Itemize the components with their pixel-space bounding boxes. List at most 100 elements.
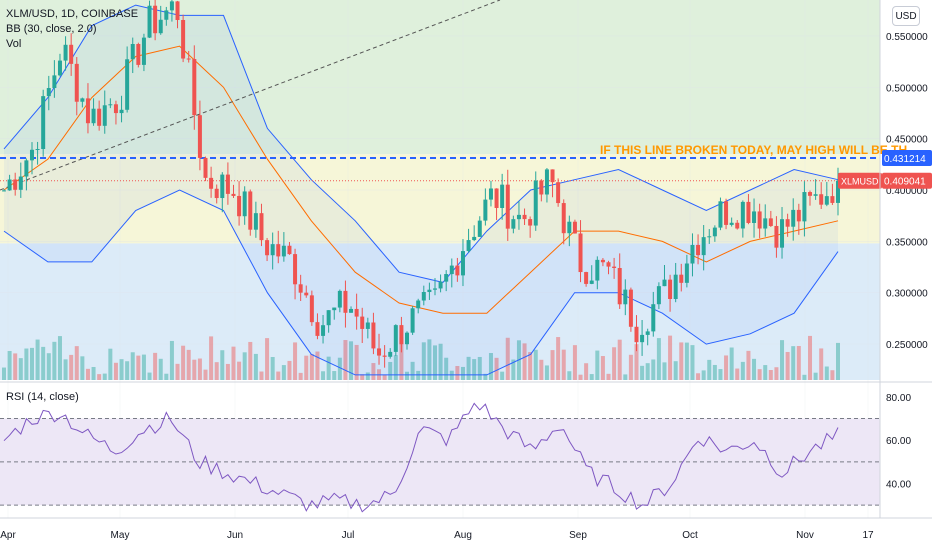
candle-body	[164, 10, 169, 20]
candle-body	[416, 300, 421, 309]
candle-body	[181, 19, 186, 59]
candle-body	[645, 331, 650, 335]
volume-bar	[315, 351, 320, 380]
candle-body	[606, 262, 611, 267]
volume-bar	[186, 349, 191, 380]
bb-indicator-label[interactable]: BB (30, close, 2.0)	[6, 23, 97, 35]
candles	[2, 0, 840, 368]
candle-body	[24, 160, 29, 177]
price-tick-label: 0.550000	[886, 32, 928, 43]
candle-body	[567, 221, 572, 234]
candle-body	[690, 244, 695, 264]
volume-bar	[662, 362, 667, 380]
candle-body	[231, 193, 236, 196]
level-label: 0.431214	[882, 149, 932, 166]
time-tick-label: Apr	[0, 530, 16, 541]
volume-bar	[141, 354, 146, 380]
candle-body	[203, 157, 208, 178]
candle-body	[707, 236, 712, 238]
candle-body	[63, 44, 68, 61]
rsi-axis[interactable]: 40.00 60.00 80.00	[886, 393, 911, 491]
annotation-text: IF THIS LINE BROKEN TODAY, MAY HIGH WILL…	[600, 143, 907, 157]
time-tick-label: 17	[862, 530, 874, 541]
volume-bar	[281, 365, 286, 380]
volume-bar	[780, 340, 785, 380]
bb-fill	[4, 5, 838, 375]
candle-body	[74, 63, 79, 102]
candle-body	[354, 308, 359, 317]
volume-bar	[684, 342, 689, 380]
candle-body	[125, 59, 130, 110]
candle-body	[393, 325, 398, 352]
volume-bar	[388, 361, 393, 380]
bb-upper-line	[3, 4, 839, 283]
volume-bar	[500, 371, 505, 380]
volume-bar	[712, 364, 717, 380]
volume-bar	[63, 359, 68, 380]
candle-body	[298, 284, 303, 293]
candle-body	[791, 209, 796, 227]
volume-label[interactable]: Vol	[6, 38, 22, 50]
candle-body	[752, 211, 757, 223]
volume-bar	[158, 358, 163, 380]
time-tick-label: Aug	[454, 530, 472, 541]
volume-bar	[337, 357, 342, 380]
candle-body	[175, 1, 180, 20]
volume-bar	[220, 350, 225, 380]
volume-bar	[539, 359, 544, 380]
candle-body	[141, 37, 146, 65]
volume-bar	[130, 352, 135, 380]
volume-bar	[791, 346, 796, 380]
volume-bar	[757, 369, 762, 380]
candle-body	[321, 325, 326, 336]
volume-bar	[572, 345, 577, 380]
zone-yellow	[0, 154, 880, 244]
rsi-panel	[0, 402, 880, 513]
current-price-label: XLMUSD 0.409041	[838, 172, 932, 189]
candle-body	[158, 19, 163, 34]
volume-bar	[824, 366, 829, 380]
volume-bar	[108, 348, 113, 380]
candle-body	[556, 182, 561, 204]
candle-body	[281, 245, 286, 257]
symbol-label[interactable]: XLM/USD, 1D, COINBASE	[6, 8, 139, 20]
volume-bar	[225, 363, 230, 380]
candle-body	[315, 322, 320, 336]
volume-bar	[181, 345, 186, 380]
volume-bar	[589, 374, 594, 380]
candle-body	[746, 201, 751, 223]
candle-body	[80, 98, 85, 102]
candle-body	[85, 98, 90, 124]
rsi-line	[3, 402, 839, 513]
volume-bar	[125, 361, 130, 380]
candle-body	[169, 1, 174, 11]
currency-button[interactable]: USD	[892, 6, 920, 26]
candle-body	[421, 292, 426, 301]
volume-bar	[248, 341, 253, 380]
volume-bar	[304, 355, 309, 380]
candle-body	[522, 214, 527, 220]
volume-bar	[365, 372, 370, 380]
volume-bar	[153, 352, 158, 380]
time-axis[interactable]: Apr May Jun Jul Aug Sep Oct Nov 17	[0, 530, 874, 541]
time-tick-label: Oct	[682, 530, 698, 541]
candle-body	[449, 265, 454, 275]
volume-bar	[808, 335, 813, 380]
candle-body	[427, 289, 432, 293]
candle-body	[819, 194, 824, 205]
time-tick-label: Nov	[796, 530, 814, 541]
volume-bar	[651, 359, 656, 380]
rsi-label[interactable]: RSI (14, close)	[6, 391, 79, 403]
candle-body	[332, 307, 337, 311]
candle-body	[108, 104, 113, 106]
volume-bar	[679, 342, 684, 380]
price-axis[interactable]: 0.250000 0.300000 0.350000 0.400000 0.450000…	[886, 32, 928, 351]
volume-bar	[293, 342, 298, 380]
volume-bar	[740, 361, 745, 380]
background-zones	[0, 0, 880, 380]
candle-body	[220, 174, 225, 199]
candle-body	[326, 310, 331, 326]
candle-body	[550, 169, 555, 183]
volume-bar	[612, 347, 617, 380]
